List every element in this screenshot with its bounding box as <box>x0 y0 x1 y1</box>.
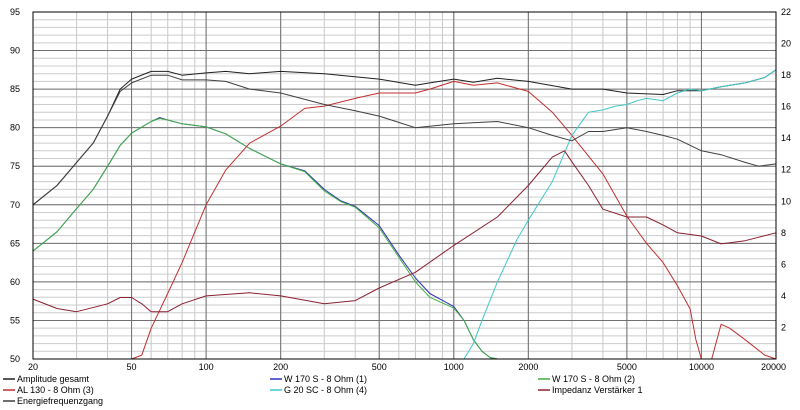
minor-gridlines <box>33 12 776 359</box>
y2-tick-label: 16 <box>781 102 791 112</box>
y2-tick-label: 10 <box>781 196 791 206</box>
x-tick-label: 500 <box>372 362 387 372</box>
y2-tick-label: 8 <box>781 228 786 238</box>
legend-label: W 170 S - 8 Ohm (2) <box>552 374 635 384</box>
y-tick-label: 70 <box>10 200 20 210</box>
x-tick-label: 50 <box>127 362 137 372</box>
y-tick-label: 95 <box>10 7 20 17</box>
legend-label: Impedanz Verstärker 1 <box>552 385 643 395</box>
y2-tick-label: 14 <box>781 133 791 143</box>
legend-label: G 20 SC - 8 Ohm (4) <box>284 385 367 395</box>
x-tick-label: 5000 <box>617 362 637 372</box>
legend-label: AL 130 - 8 Ohm (3) <box>17 385 94 395</box>
series-line-1 <box>32 69 777 206</box>
x-tick-label: 20000 <box>761 362 786 372</box>
y2-axis-tick-labels: 2 4 6 8 10 12 14 16 18 20 22 <box>781 7 791 332</box>
series-line-6 <box>32 150 777 313</box>
y2-tick-label: 20 <box>781 39 791 49</box>
y2-tick-label: 4 <box>781 291 786 301</box>
y-tick-label: 55 <box>10 315 20 325</box>
x-tick-label: 1000 <box>444 362 464 372</box>
y-tick-label: 80 <box>10 123 20 133</box>
legend: Amplitude gesamt W 170 S - 8 Ohm (1) W 170… <box>3 374 643 406</box>
y2-tick-label: 22 <box>781 7 791 17</box>
y-tick-label: 90 <box>10 46 20 56</box>
x-tick-label: 2000 <box>518 362 538 372</box>
legend-label: W 170 S - 8 Ohm (1) <box>284 374 367 384</box>
x-tick-label: 10000 <box>689 362 714 372</box>
legend-label: Amplitude gesamt <box>17 374 90 384</box>
y-tick-label: 75 <box>10 161 20 171</box>
x-axis-tick-labels: 20 50 100 200 500 1000 2000 5000 10000 20000 <box>28 362 786 372</box>
series-line-2 <box>32 117 776 360</box>
y-axis-tick-labels: 50 55 60 65 70 75 80 85 90 95 <box>10 7 20 364</box>
y2-tick-label: 18 <box>781 70 791 80</box>
y-tick-label: 60 <box>10 277 20 287</box>
x-tick-label: 20 <box>28 362 38 372</box>
y-tick-label: 85 <box>10 84 20 94</box>
series-layer <box>32 69 777 360</box>
y-tick-label: 65 <box>10 238 20 248</box>
y2-tick-label: 2 <box>781 322 786 332</box>
legend-label: Energiefrequenzgang <box>17 396 103 406</box>
y2-tick-label: 6 <box>781 259 786 269</box>
plot-frame <box>32 11 777 360</box>
y-tick-label: 50 <box>10 354 20 364</box>
y2-tick-label: 12 <box>781 165 791 175</box>
series-line-5 <box>33 69 777 360</box>
major-gridlines <box>32 11 777 360</box>
x-tick-label: 200 <box>273 362 288 372</box>
series-line-7 <box>32 74 777 206</box>
x-tick-label: 100 <box>199 362 214 372</box>
series-line-3 <box>32 117 776 360</box>
